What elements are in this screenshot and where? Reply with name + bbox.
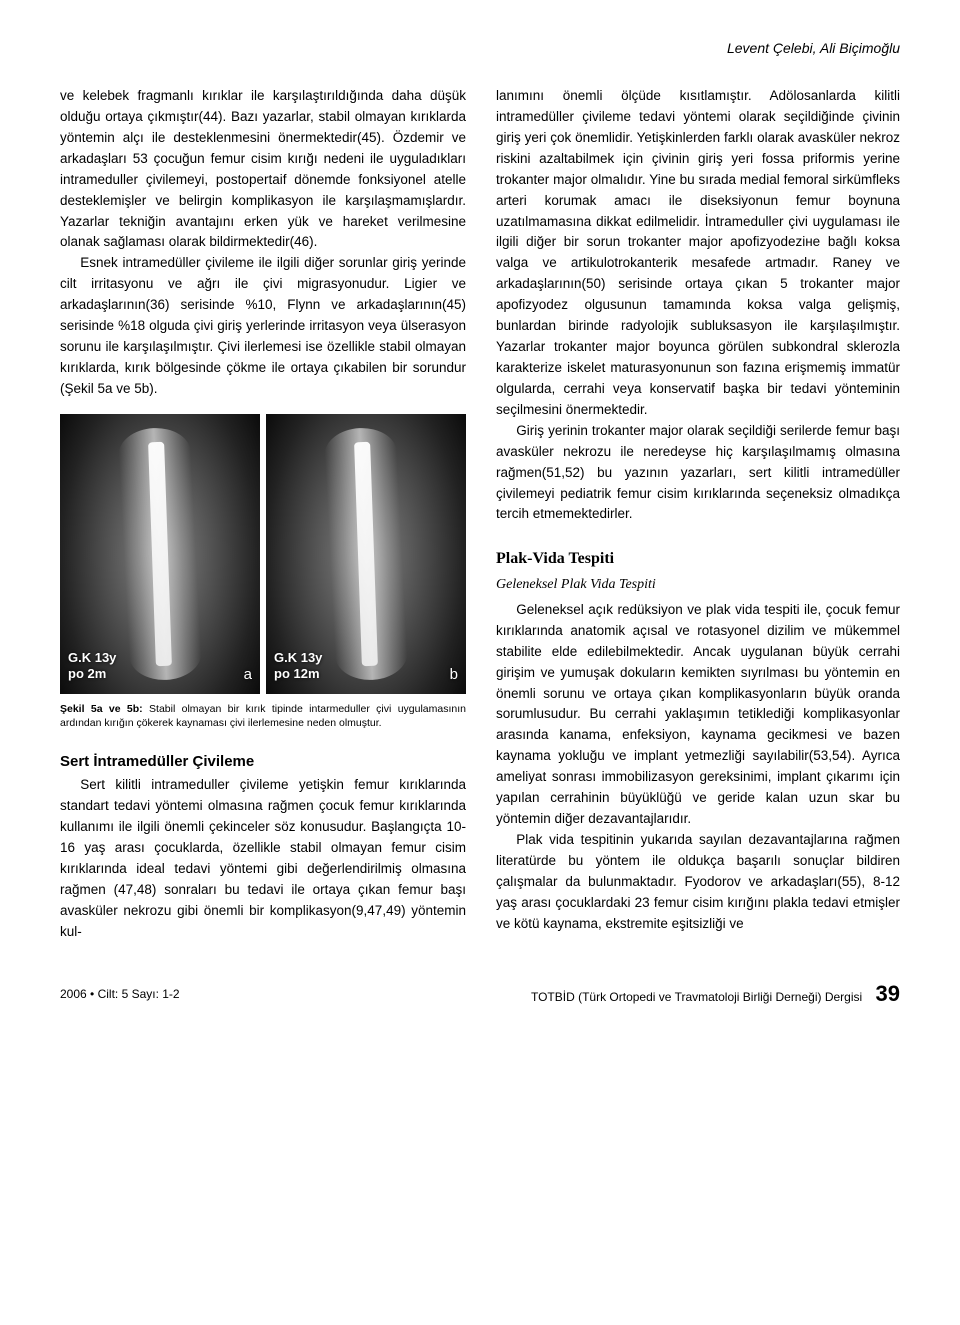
page-number: 39 xyxy=(876,981,900,1006)
paragraph: Plak vida tespitinin yukarıda sayılan de… xyxy=(496,830,900,935)
figure-sublabel: po 12m xyxy=(274,664,320,684)
paragraph: lanımını önemli ölçüde kısıtlamıştır. Ad… xyxy=(496,86,900,421)
paragraph: ve kelebek fragmanlı kırıklar ile karşıl… xyxy=(60,86,466,253)
paragraph: Geleneksel açık redüksiyon ve plak vida … xyxy=(496,600,900,830)
two-column-layout: ve kelebek fragmanlı kırıklar ile karşıl… xyxy=(60,86,900,943)
footer-left: 2006 • Cilt: 5 Sayı: 1-2 xyxy=(60,987,180,1001)
figure-letter: a xyxy=(244,663,252,686)
header-authors: Levent Çelebi, Ali Biçimoğlu xyxy=(60,40,900,56)
right-column: lanımını önemli ölçüde kısıtlamıştır. Ad… xyxy=(496,86,900,943)
figure-5a: G.K 13y po 2m a xyxy=(60,414,260,694)
caption-bold: Şekil 5a ve 5b: xyxy=(60,703,143,715)
section-heading: Plak-Vida Tespiti xyxy=(496,547,900,572)
paragraph: Esnek intramedüller çivileme ile ilgili … xyxy=(60,253,466,399)
figure-5b: G.K 13y po 12m b xyxy=(266,414,466,694)
figure-letter: b xyxy=(450,663,458,686)
paragraph: Sert kilitli intrameduller çivileme yeti… xyxy=(60,775,466,942)
footer-right: TOTBİD (Türk Ortopedi ve Travmatoloji Bi… xyxy=(531,981,900,1007)
section-subheading: Geleneksel Plak Vida Tespiti xyxy=(496,574,900,596)
page-footer: 2006 • Cilt: 5 Sayı: 1-2 TOTBİD (Türk Or… xyxy=(60,973,900,1007)
figure-row: G.K 13y po 2m a G.K 13y po 12m b xyxy=(60,414,466,694)
left-column: ve kelebek fragmanlı kırıklar ile karşıl… xyxy=(60,86,466,943)
figure-sublabel: po 2m xyxy=(68,664,106,684)
paragraph: Giriş yerinin trokanter major olarak seç… xyxy=(496,421,900,526)
figure-caption: Şekil 5a ve 5b: Stabil olmayan bir kırık… xyxy=(60,702,466,730)
page-root: Levent Çelebi, Ali Biçimoğlu ve kelebek … xyxy=(0,0,960,1027)
section-heading: Sert İntramedüller Çivileme xyxy=(60,750,466,773)
footer-journal: TOTBİD (Türk Ortopedi ve Travmatoloji Bi… xyxy=(531,990,862,1004)
